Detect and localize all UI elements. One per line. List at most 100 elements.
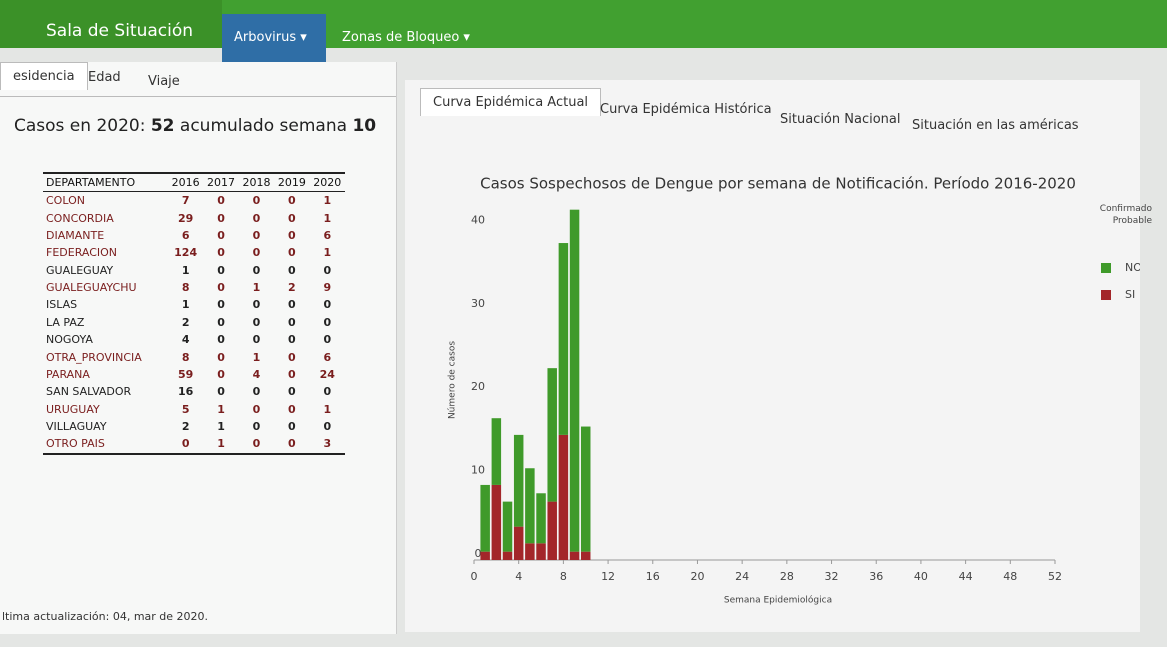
bar [525, 468, 535, 544]
table-cell: 0 [323, 385, 332, 399]
tab[interactable]: Curva Epidémica Histórica [600, 102, 772, 117]
bar [536, 543, 546, 560]
table-cell: 1 [181, 263, 190, 277]
table-cell: CONCORDIA [46, 211, 114, 225]
summary-text: acumulado semana [179, 116, 348, 136]
table-cell: 0 [217, 315, 225, 329]
table-cell: NOGOYA [46, 333, 93, 347]
table-cell: 29 [177, 211, 194, 225]
bar [480, 551, 490, 560]
brand[interactable]: Sala de Situación [0, 0, 222, 48]
tab[interactable]: Viaje [148, 74, 180, 89]
table-cell: 0 [217, 350, 225, 364]
table-cell: 7 [181, 194, 190, 208]
table-cell: 0 [288, 333, 296, 347]
x-tick-label: 0 [471, 570, 478, 583]
table-row: ISLAS 1 0 0 0 0 [43, 296, 345, 313]
table-cell: 9 [323, 281, 332, 295]
table-cell: 3 [309, 435, 345, 455]
table-cell: 1 [203, 435, 239, 455]
tab[interactable]: Situación Nacional [780, 112, 901, 127]
table-cell: GUALEGUAYCHU [46, 281, 137, 295]
x-tick-label: 32 [825, 570, 839, 583]
summary-week: 10 [352, 116, 377, 136]
x-axis-label: Semana Epidemiológica [724, 595, 832, 606]
x-tick-label: 20 [690, 570, 704, 583]
y-axis-label: Número de casos [448, 341, 458, 419]
table-cell: 4 [252, 367, 261, 381]
x-tick-label: 40 [914, 570, 928, 583]
column-header: 2016 [167, 172, 204, 192]
bar [547, 368, 557, 502]
table-cell: 1 [323, 211, 332, 225]
legend-swatch [1101, 263, 1111, 273]
menu-label[interactable]: Zonas de Bloqueo [342, 30, 460, 45]
menu-item[interactable]: Zonas de Bloqueo ▾ [342, 30, 470, 45]
table-cell: 0 [217, 246, 225, 260]
x-tick-label: 8 [560, 570, 567, 583]
table-cell: 0 [288, 315, 296, 329]
table-cell: FEDERACION [46, 246, 118, 260]
y-tick-label: 30 [471, 297, 485, 310]
x-tick-label: 12 [601, 570, 615, 583]
bar [580, 551, 591, 560]
table-cell: 1 [217, 402, 225, 416]
x-tick-label: 52 [1048, 570, 1062, 583]
legend-title: Confirmado Probable [1099, 204, 1152, 226]
table-row: GUALEGUAYCHU 8 0 1 2 9 [43, 279, 345, 296]
table-cell: 0 [167, 435, 204, 455]
tab[interactable]: Curva Epidémica Actual [420, 88, 602, 116]
bar [547, 501, 557, 560]
table-cell: VILLAGUAY [46, 420, 107, 434]
left-panel [0, 62, 397, 634]
bar [580, 426, 591, 552]
table-row: VILLAGUAY 2 1 0 0 0 [43, 418, 345, 435]
table-cell: 1 [252, 281, 261, 295]
y-tick-label: 20 [471, 380, 485, 393]
table-cell: 0 [288, 420, 296, 434]
table-cell: 0 [252, 246, 261, 260]
table-cell: ISLAS [46, 298, 78, 312]
table-cell: 5 [181, 402, 190, 416]
table-row: CONCORDIA 29 0 0 0 1 [43, 209, 345, 226]
table-cell: 0 [217, 211, 225, 225]
table-cell: 0 [217, 263, 225, 277]
tab[interactable]: Situación en las américas [912, 118, 1079, 133]
bar [480, 484, 490, 552]
table-cell: 0 [252, 298, 261, 312]
table-cell: 0 [288, 194, 296, 208]
x-tick-label: 16 [646, 570, 660, 583]
table-cell: 6 [323, 350, 332, 364]
table-cell: 0 [323, 420, 332, 434]
table-cell: OTRA_PROVINCIA [46, 350, 142, 364]
table-cell: SAN SALVADOR [46, 385, 132, 399]
bar [513, 526, 524, 560]
table-cell: 6 [181, 228, 190, 242]
table-cell: 24 [319, 367, 335, 381]
table-cell: 0 [288, 246, 296, 260]
menu-label[interactable]: Arbovirus [234, 30, 297, 45]
table-cell: 0 [217, 385, 225, 399]
legend-label: NO [1125, 261, 1140, 274]
tab[interactable]: Edad [88, 70, 121, 85]
bar [525, 543, 535, 560]
bar [569, 209, 580, 552]
table-cell: 0 [288, 367, 296, 381]
column-header: 2017 [203, 172, 239, 192]
table-row: GUALEGUAY 1 0 0 0 0 [43, 262, 345, 279]
x-tick-label: 4 [515, 570, 522, 583]
x-tick-label: 44 [959, 570, 973, 583]
y-tick-label: 10 [471, 464, 485, 477]
menu-item[interactable]: Arbovirus ▾ [222, 14, 326, 62]
table-row: DIAMANTE 6 0 0 0 6 [43, 227, 345, 244]
table-row: SAN SALVADOR 16 0 0 0 0 [43, 383, 345, 400]
bar [558, 243, 569, 435]
tab[interactable]: esidencia [0, 62, 88, 90]
table-cell: 124 [174, 246, 198, 260]
table-cell: 0 [288, 263, 296, 277]
table-cell: 0 [217, 281, 225, 295]
table-cell: 0 [323, 263, 332, 277]
table-cell: 0 [217, 298, 225, 312]
table-cell: 0 [288, 402, 296, 416]
